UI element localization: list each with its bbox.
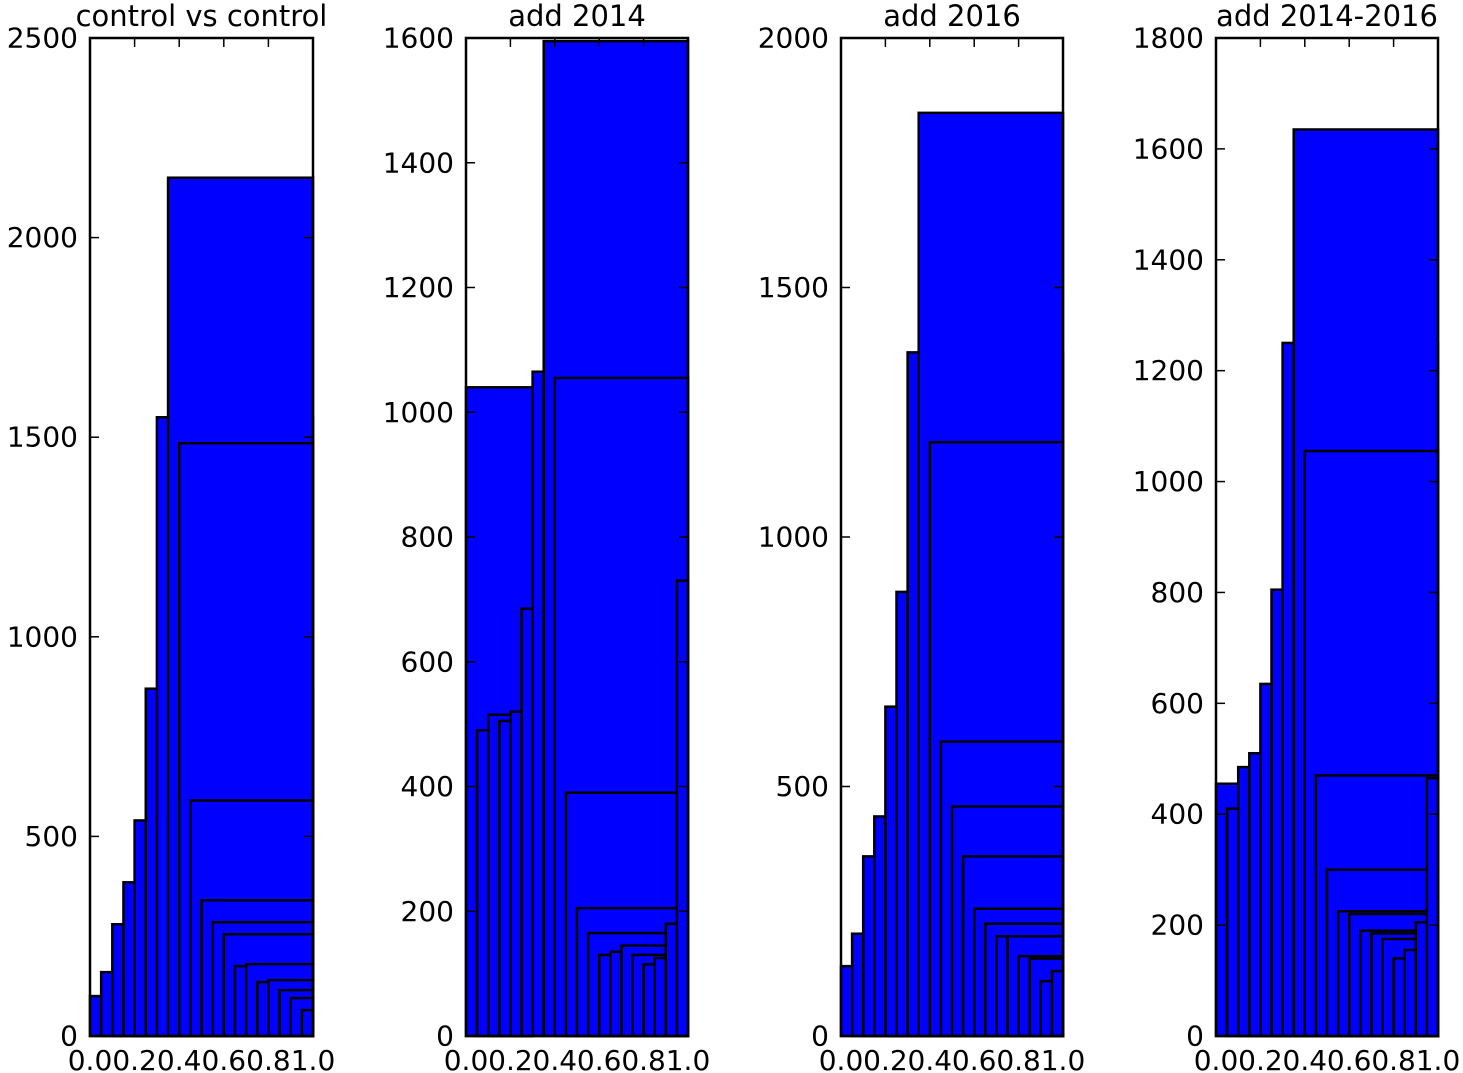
y-tick-label: 1800: [1133, 22, 1204, 55]
y-tick-label: 1500: [7, 421, 78, 454]
y-tick-label: 800: [1151, 576, 1204, 609]
y-tick-label: 1400: [1133, 243, 1204, 276]
y-tick-label: 200: [401, 895, 454, 928]
x-tick-label: 0.0: [1194, 1044, 1239, 1073]
x-tick-label: 0.4: [908, 1044, 953, 1073]
y-tick-label: 1600: [1133, 132, 1204, 165]
x-tick-label: 0.8: [996, 1044, 1041, 1073]
x-tick-label: 0.2: [1238, 1044, 1283, 1073]
y-tick-label: 600: [401, 645, 454, 678]
x-tick-label: 1.0: [666, 1044, 711, 1073]
x-tick-label: 0.6: [1327, 1044, 1372, 1073]
y-tick-label: 2000: [7, 221, 78, 254]
y-tick-label: 1000: [1133, 465, 1204, 498]
y-tick-label: 1200: [383, 271, 454, 304]
x-tick-label: 0.4: [157, 1044, 202, 1073]
x-tick-label: 0.0: [444, 1044, 489, 1073]
y-tick-label: 500: [776, 770, 829, 803]
y-tick-label: 0: [1186, 1020, 1204, 1053]
plot-frame: [88, 36, 315, 1038]
histogram-bar: [653, 956, 668, 1038]
y-tick-label: 800: [401, 521, 454, 554]
histogram-bar: [664, 922, 679, 1038]
y-tick-label: 0: [811, 1020, 829, 1053]
y-tick-label: 2000: [758, 22, 829, 55]
y-tick-label: 1000: [758, 521, 829, 554]
x-tick-label: 0.8: [621, 1044, 666, 1073]
x-tick-label: 0.8: [1371, 1044, 1416, 1073]
y-tick-label: 0: [60, 1020, 78, 1053]
y-tick-label: 400: [1151, 798, 1204, 831]
chart-title: add 2016: [883, 0, 1021, 33]
x-tick-label: 0.4: [533, 1044, 578, 1073]
x-tick-label: 0.0: [68, 1044, 113, 1073]
chart-title: control vs control: [76, 0, 328, 33]
y-tick-label: 400: [401, 770, 454, 803]
histogram-bar: [1403, 948, 1418, 1038]
y-tick-label: 0: [436, 1020, 454, 1053]
x-tick-label: 0.2: [112, 1044, 157, 1073]
x-tick-label: 0.2: [863, 1044, 908, 1073]
x-tick-label: 0.4: [1283, 1044, 1328, 1073]
chart-title: add 2014: [508, 0, 646, 33]
x-tick-label: 0.2: [488, 1044, 533, 1073]
chart-3: 0 500 1000 1500 2000 0.0 0.2 0.4 0.6 0.8 1.0 add 20…: [758, 0, 1086, 1073]
x-tick-label: 0.0: [819, 1044, 864, 1073]
y-tick-label: 1600: [383, 22, 454, 55]
x-tick-label: 0.8: [246, 1044, 291, 1073]
x-tick-label: 1.0: [1416, 1044, 1461, 1073]
y-tick-label: 500: [25, 820, 78, 853]
y-tick-label: 600: [1151, 687, 1204, 720]
x-tick-label: 0.6: [202, 1044, 247, 1073]
chart-title: add 2014-2016: [1216, 0, 1438, 33]
y-tick-label: 1400: [383, 146, 454, 179]
y-tick-label: 200: [1151, 909, 1204, 942]
histogram-bar: [300, 1008, 315, 1038]
chart-1: 0 500 1000 1500 2000 2500 0.0 0.2 0.4 0.6 0.8 1.0 co…: [7, 0, 336, 1073]
histogram-bar: [675, 579, 690, 1038]
x-tick-label: 1.0: [1041, 1044, 1086, 1073]
y-tick-label: 2500: [7, 22, 78, 55]
y-tick-label: 1200: [1133, 354, 1204, 387]
x-tick-label: 0.6: [577, 1044, 622, 1073]
x-tick-label: 1.0: [291, 1044, 336, 1073]
histogram-bar: [1414, 921, 1429, 1038]
histogram-bar: [1050, 969, 1065, 1038]
x-tick-label: 0.6: [952, 1044, 997, 1073]
histogram-bar: [1425, 776, 1440, 1038]
y-tick-label: 1000: [383, 396, 454, 429]
y-tick-label: 1000: [7, 620, 78, 653]
histogram-bar: [531, 370, 545, 1038]
histogram-bar: [520, 607, 534, 1038]
plot-frame: [1214, 36, 1440, 1038]
y-tick-label: 1500: [758, 271, 829, 304]
